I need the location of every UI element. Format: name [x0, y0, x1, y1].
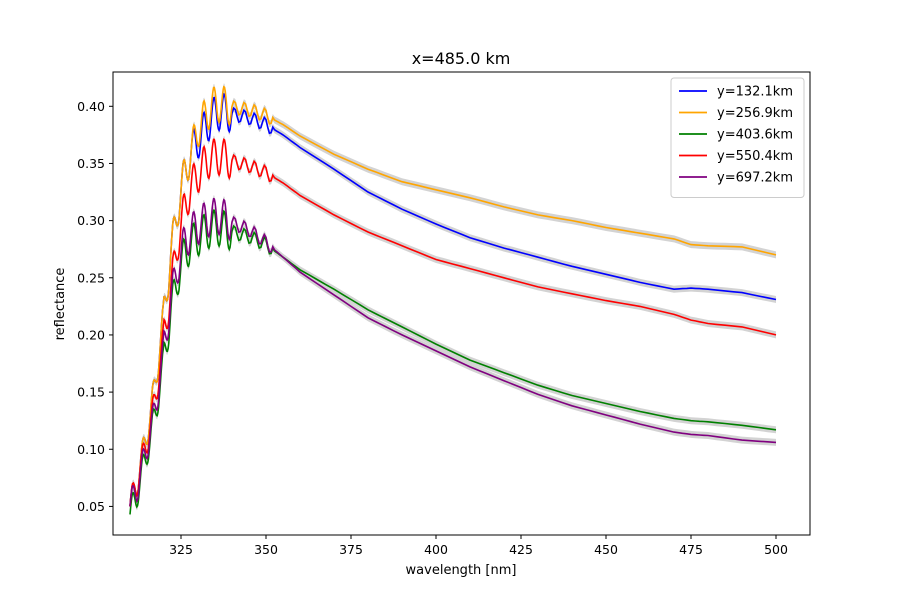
y-tick-label: 0.15 [77, 385, 105, 400]
plot-area [129, 83, 777, 518]
y-axis: 0.05 0.10 0.15 0.20 0.25 0.30 0.35 0.40 [77, 99, 113, 514]
x-axis: 325 350 375 400 425 450 475 500 [169, 535, 788, 557]
legend-entry-label: y=132.1km [717, 85, 793, 100]
x-tick-label: 350 [254, 542, 278, 557]
x-tick-label: 475 [679, 542, 703, 557]
legend-box [670, 77, 805, 198]
x-axis-label: wavelength [nm] [406, 563, 517, 578]
x-tick-label: 450 [594, 542, 618, 557]
series-line [129, 209, 777, 515]
y-tick-label: 0.05 [77, 499, 105, 514]
y-tick-label: 0.25 [77, 270, 105, 285]
y-tick-label: 0.20 [77, 327, 105, 342]
legend: y=132.1km y=256.9km y=403.6km y=550.4km y=69… [670, 77, 805, 198]
y-axis-label: reflectance [53, 268, 68, 341]
legend-entry-label: y=697.2km [717, 171, 793, 186]
y-tick-label: 0.10 [77, 442, 105, 457]
chart-title: x=485.0 km [412, 49, 511, 68]
y-tick-label: 0.35 [77, 156, 105, 171]
legend-entry-label: y=403.6km [717, 128, 793, 143]
x-tick-label: 500 [764, 542, 788, 557]
x-tick-label: 400 [424, 542, 448, 557]
series-line [129, 85, 777, 507]
series-line [129, 197, 777, 507]
x-tick-label: 325 [169, 542, 193, 557]
legend-entry-label: y=256.9km [717, 106, 793, 121]
axes-frame [112, 71, 811, 536]
legend-entry-label: y=550.4km [717, 149, 793, 164]
y-tick-label: 0.30 [77, 213, 105, 228]
series-line [129, 138, 777, 507]
y-tick-label: 0.40 [77, 99, 105, 114]
x-tick-label: 375 [339, 542, 363, 557]
x-tick-label: 425 [509, 542, 533, 557]
